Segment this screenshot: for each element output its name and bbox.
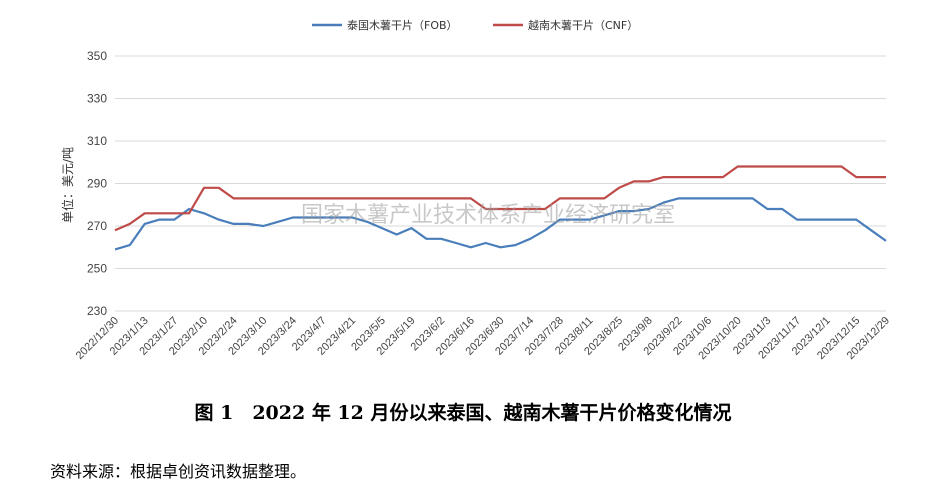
figure-caption: 图 1 2022 年 12 月份以来泰国、越南木薯干片价格变化情况 (194, 402, 732, 424)
y-axis-title: 单位：美元/吨 (60, 147, 75, 223)
gridlines (115, 55, 886, 312)
y-tick-label: 230 (87, 304, 107, 318)
series-line (114, 165, 886, 232)
y-tick-label: 290 (87, 177, 107, 191)
y-tick-label: 350 (87, 49, 107, 63)
line-chart: 230 250 270 290 310 330 350 2022/12/302023/1/1… (60, 18, 892, 362)
x-axis-ticks: 2022/12/302023/1/132023/1/272023/2/10202… (74, 315, 892, 362)
series-line (114, 197, 887, 251)
legend: 泰国木薯干片（FOB） 越南木薯干片（CNF） (312, 18, 638, 32)
legend-label: 泰国木薯干片（FOB） (347, 18, 458, 32)
y-tick-label: 330 (87, 92, 107, 106)
legend-label: 越南木薯干片（CNF） (528, 18, 638, 32)
y-tick-label: 310 (87, 134, 107, 148)
watermark: 国家木薯产业技术体系产业经济研究室 (301, 203, 675, 228)
y-tick-label: 270 (87, 219, 107, 233)
y-axis-ticks: 230 250 270 290 310 330 350 (87, 49, 107, 318)
series-lines (114, 165, 887, 251)
y-tick-label: 250 (87, 262, 107, 276)
source-note: 资料来源：根据卓创资讯数据整理。 (50, 462, 307, 481)
